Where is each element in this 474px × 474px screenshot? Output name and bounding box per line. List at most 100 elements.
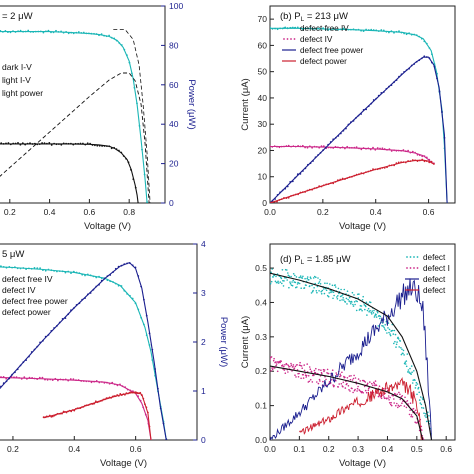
data-point [343,288,346,291]
data-point [290,364,293,367]
data-point [276,28,279,31]
data-point [375,316,378,318]
data-point [112,271,114,273]
data-point [25,359,27,361]
data-point [75,379,77,381]
series-line [0,72,150,203]
data-point [306,363,309,365]
data-point [409,409,411,412]
data-point [398,346,401,348]
data-point [325,183,328,186]
data-point [28,376,31,379]
data-point [277,282,280,284]
data-point [324,282,326,285]
data-point [5,142,7,145]
data-point [302,170,304,172]
data-point [355,117,357,119]
data-point [410,373,412,376]
data-point [70,410,73,413]
data-point [443,137,446,139]
x-tick-label: 0.0 [264,207,276,217]
series-1 [270,268,432,435]
data-point [64,411,66,413]
data-point [98,283,100,286]
data-point [309,368,312,371]
data-point [304,167,307,170]
data-point [404,396,406,399]
data-point [417,388,419,390]
data-point [413,33,416,36]
chart-title: = 2 μW [2,11,33,22]
series-2 [0,29,148,203]
data-point [100,33,103,35]
data-point [86,273,89,276]
data-point [403,71,405,73]
data-point [42,269,44,271]
data-point [133,86,136,89]
data-point [316,291,318,294]
data-point [92,275,95,278]
y2-tick-label: 0 [201,435,206,445]
data-point [318,378,321,381]
data-point [318,290,320,292]
data-point [82,31,85,34]
data-point [419,402,422,404]
data-point [316,285,319,288]
data-point [117,284,120,287]
data-point [421,406,423,409]
data-point [414,387,417,389]
data-point [70,142,72,145]
data-point [106,279,109,282]
data-point [407,371,409,373]
legend-label: defect [423,286,446,295]
data-point [103,382,106,384]
data-point [334,181,337,183]
data-point [388,399,390,401]
data-point [348,176,351,179]
data-point [318,368,320,371]
data-point [162,422,165,425]
data-point [348,389,350,391]
data-point [11,266,14,269]
data-point [16,368,19,371]
data-point [58,143,60,146]
data-point [344,387,347,389]
data-point [296,26,299,29]
data-point [31,143,34,145]
data-point [47,29,50,32]
y-tick-label: 0.5 [255,263,267,273]
legend-label: defect IV [2,285,36,295]
data-point [37,30,40,33]
data-point [287,272,289,274]
data-point [334,286,337,288]
data-point [55,143,58,146]
legend-swatch [290,38,292,40]
data-point [58,321,61,324]
data-point [346,145,349,148]
data-point [342,129,345,132]
data-point [49,378,52,381]
data-point [103,277,106,280]
data-point [353,301,356,303]
data-point [346,303,348,305]
data-point [376,311,379,314]
plot-frame [269,243,456,441]
data-point [305,284,307,287]
data-point [414,159,416,162]
y-tick-label: 70 [258,14,268,24]
data-point [345,297,348,300]
data-point [352,120,355,122]
data-point [342,386,344,388]
data-point [403,354,405,356]
data-point [402,149,405,151]
data-point [422,398,424,401]
y-tick-label: 30 [258,119,268,129]
data-point [414,409,417,412]
data-point [75,271,78,274]
data-point [331,290,333,293]
data-point [354,377,357,379]
data-point [373,316,376,318]
chart-title: (d) PL = 1.85 μW [280,254,351,266]
data-point [65,31,67,33]
